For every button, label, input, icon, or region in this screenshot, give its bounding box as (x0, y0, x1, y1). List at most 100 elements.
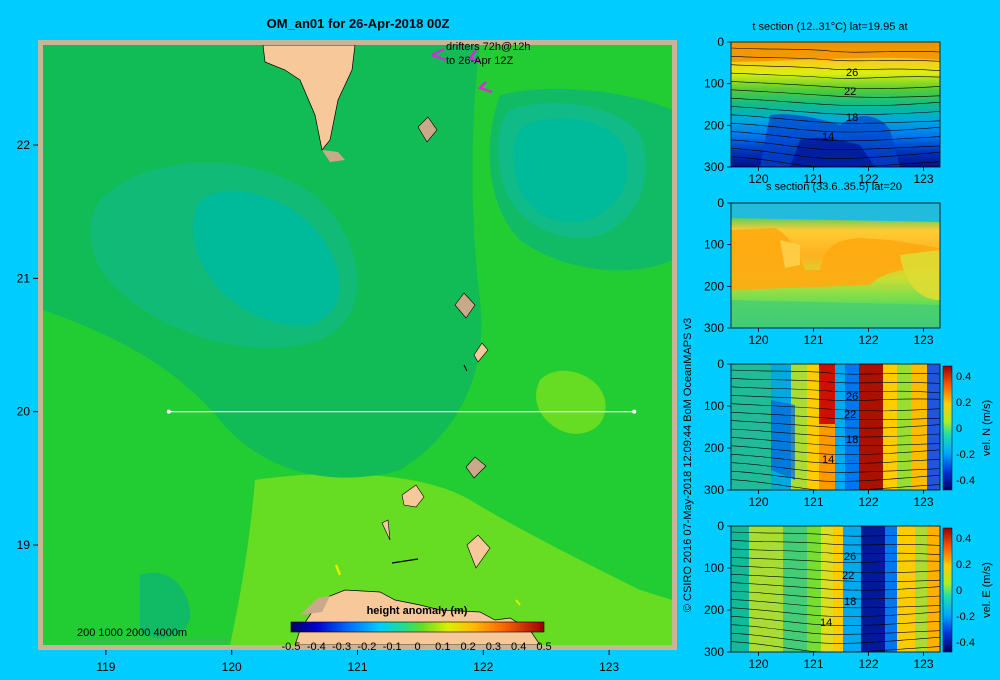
height-colorbar-tick-label: 0.5 (536, 641, 551, 653)
n-contour-label-22: 22 (844, 409, 856, 421)
contour-line (731, 453, 940, 464)
contour-line (731, 369, 940, 375)
contour-line (731, 565, 940, 574)
t-section-field (731, 42, 940, 167)
contour-line (731, 106, 940, 115)
t-section-panel: t section (12..31°C) lat=19.95 at 26 22 … (704, 21, 941, 186)
contour-line (731, 607, 940, 617)
panel-x-tick-label: 120 (748, 495, 768, 509)
panel-x-tick-label: 120 (748, 333, 768, 347)
contour-line (731, 479, 940, 490)
panel-y-tick-label: 200 (704, 118, 724, 132)
map-x-tick-label: 121 (347, 660, 367, 674)
map-x-tick-label: 123 (599, 660, 619, 674)
height-colorbar-tick-label: -0.2 (357, 641, 376, 653)
vel-e-axes: 120 121 122 123 0 100 200 300 (704, 519, 934, 671)
map-x-tick-label: 120 (222, 660, 242, 674)
contour-line (731, 462, 940, 473)
height-colorbar-label: height anomaly (m) (367, 605, 468, 617)
contour-line (731, 403, 940, 412)
contour-line (731, 531, 940, 537)
height-colorbar (290, 621, 545, 633)
e-contour-label-14: 14 (820, 617, 832, 629)
panel-x-tick-label: 123 (913, 657, 933, 671)
contour-line (731, 420, 940, 429)
panel-x-tick-label: 123 (913, 172, 933, 186)
drifter-annotation-line2: to 26-Apr 12Z (446, 55, 514, 67)
vel-colorbar-tick-label: 0 (956, 585, 962, 597)
panel-y-tick-label: 300 (704, 321, 724, 335)
height-colorbar-tick-label: 0.3 (486, 641, 501, 653)
n-contour-label-14: 14 (822, 454, 834, 466)
map-y-tick-label: 20 (17, 405, 31, 419)
contour-line (731, 599, 940, 609)
panel-x-tick-label: 121 (803, 333, 823, 347)
panel-x-tick-label: 120 (748, 657, 768, 671)
vel-e-colorbar-ticks: 0.4 0.2 0 -0.2 -0.4 (956, 533, 975, 649)
height-colorbar-tick-label: 0.2 (460, 641, 475, 653)
vel-colorbar-tick-label: 0.4 (956, 533, 971, 545)
contour-line (731, 56, 940, 62)
panel-x-tick-label: 122 (858, 657, 878, 671)
vel-colorbar-tick-label: 0.4 (956, 371, 971, 383)
panel-x-tick-label: 122 (858, 495, 878, 509)
height-colorbar-tick-label: 0.4 (511, 641, 526, 653)
vel-n-colorbar-ticks: 0.4 0.2 0 -0.2 -0.4 (956, 371, 975, 487)
panel-x-tick-label: 120 (748, 172, 768, 186)
section-line-end (632, 409, 637, 414)
vel-e-colorbar (942, 527, 953, 653)
drifter-tracks (334, 47, 521, 606)
height-colorbar-tick-label: -0.3 (332, 641, 351, 653)
contour-line (731, 590, 940, 600)
panel-x-tick-label: 122 (858, 172, 878, 186)
vel-colorbar-tick-label: 0 (956, 423, 962, 435)
contour-line (731, 615, 940, 626)
contour-line (731, 548, 940, 556)
vel-colorbar-tick-label: -0.2 (956, 449, 975, 461)
contour-line (731, 131, 940, 142)
contour-line (731, 378, 940, 384)
contour-line (731, 470, 940, 482)
contour-line (731, 394, 940, 402)
contour-line (731, 81, 940, 89)
map-x-tick-label: 122 (473, 660, 493, 674)
credit-text: © CSIRO 2016 07-May-2018 12:09:44 BoM Oc… (682, 318, 694, 612)
map-y-tick-label: 21 (17, 271, 31, 285)
panel-y-tick-label: 0 (717, 35, 724, 49)
contour-line (731, 47, 940, 53)
vel-n-axes: 120 121 122 123 0 100 200 300 (704, 357, 934, 509)
section-line-start (166, 409, 171, 414)
panel-y-tick-label: 300 (704, 160, 724, 174)
main-map-y-ticks: 19 20 21 22 (17, 138, 38, 552)
main-map-x-ticks: 119 120 121 122 123 (96, 650, 619, 674)
vel-colorbar-tick-label: 0.2 (956, 397, 971, 409)
s-section-panel: s section (33.6..35.5) lat=20 120 121 122 1… (704, 181, 941, 347)
height-colorbar-tick-label: 0 (414, 641, 420, 653)
panel-y-tick-label: 200 (704, 441, 724, 455)
contour-line (731, 624, 940, 635)
height-colorbar-tick-label: -0.4 (307, 641, 326, 653)
s-section-axes: 120 121 122 123 0 100 200 300 (704, 196, 934, 347)
depth-legend: 200 1000 2000 4000m (77, 627, 187, 639)
s-section-title: s section (33.6..35.5) lat=20 (766, 181, 902, 193)
panel-x-tick-label: 122 (858, 333, 878, 347)
contour-line (731, 156, 940, 167)
contour-line (731, 386, 940, 394)
panel-y-tick-label: 0 (717, 196, 724, 210)
panel-y-tick-label: 200 (704, 603, 724, 617)
drifter-annotation-line1: drifters 72h@12h (446, 41, 531, 53)
t-contour-label-26: 26 (846, 67, 858, 79)
panel-x-tick-label: 121 (803, 172, 823, 186)
vel-n-colorbar-label: vel. N (m/s) (981, 400, 993, 456)
t-contour-label-22: 22 (844, 86, 856, 98)
vel-colorbar-tick-label: -0.2 (956, 611, 975, 623)
panel-y-tick-label: 100 (704, 238, 724, 252)
contour-line (731, 97, 940, 107)
contour-line (731, 573, 940, 582)
contour-line (731, 122, 940, 133)
vel-colorbar-tick-label: -0.4 (956, 637, 975, 649)
vel-colorbar-tick-label: -0.4 (956, 475, 975, 487)
contour-line (731, 556, 940, 564)
